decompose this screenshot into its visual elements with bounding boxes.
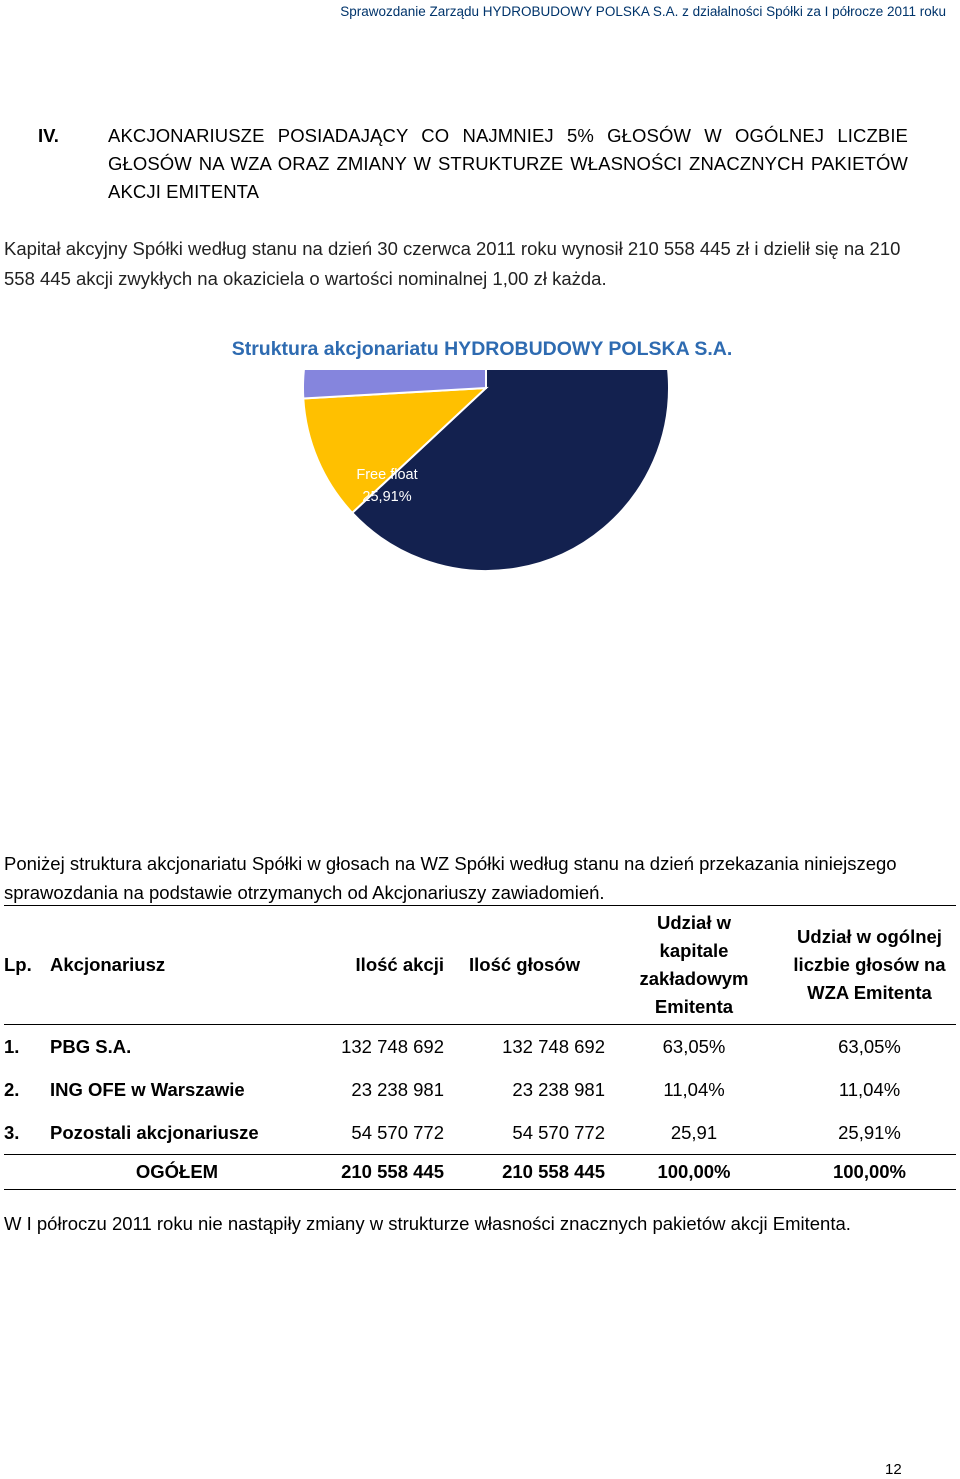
shareholder-pie-chart: PBG 63,05% ING OFE 11,04% Free float 25,91% (302, 370, 670, 634)
row-lp: 2. (4, 1078, 20, 1100)
chart-title-text: Struktura akcjonariatu HYDROBUDOWY POLSK… (231, 338, 733, 360)
total-vote-share: 100,00% (783, 1154, 956, 1190)
intro-paragraph: Kapitał akcyjny Spółki według stanu na d… (4, 238, 901, 289)
running-header: Sprawozdanie Zarządu HYDROBUDOWY POLSKA … (0, 0, 960, 19)
header-capital-share: Udział w kapitale zakładowym Emitenta (605, 905, 783, 1025)
pie-label-name: ING OFE (337, 596, 397, 612)
row-shares: 54 570 772 (351, 1121, 444, 1143)
pie-label-value: 63,05% (555, 592, 604, 608)
header-vote-line-1: Udział w ogólnej (797, 926, 942, 947)
header-capital-line-4: Emitenta (654, 996, 734, 1017)
row-vote-share: 11,04% (838, 1078, 901, 1100)
row-shareholder: Pozostali akcjonariusze (50, 1121, 259, 1143)
header-capital-line-1: Udział w (656, 912, 731, 933)
pie-slice-pbg (350, 370, 670, 572)
header-capital-line-3: zakładowym (639, 968, 749, 989)
row-votes: 132 748 692 (502, 1035, 605, 1057)
table-row: 1. PBG S.A. 132 748 692 132 748 692 63,0… (4, 1025, 956, 1069)
pie-slice-free-float (302, 370, 487, 400)
row-vote-share: 63,05% (838, 1035, 901, 1057)
row-shares: 132 748 692 (341, 1035, 444, 1057)
pie-label-name: Free float (356, 467, 417, 483)
row-capital-share: 11,04% (663, 1078, 725, 1100)
header-votes-text: Ilość głosów (468, 954, 581, 975)
row-lp: 3. (4, 1121, 20, 1143)
row-lp: 1. (4, 1035, 20, 1057)
row-vote-share: 25,91% (838, 1121, 901, 1143)
section-title: AKCJONARIUSZE POSIADAJĄCY CO NAJMNIEJ 5%… (108, 125, 908, 202)
header-shares-text: Ilość akcji (355, 954, 444, 975)
header-votes: Ilość głosów (444, 905, 605, 1025)
header-capital-line-2: kapitale (659, 940, 729, 961)
total-shares: 210 558 445 (290, 1154, 444, 1190)
structure-paragraph: Poniżej struktura akcjonariatu Spółki w … (4, 853, 897, 903)
row-capital-share: 63,05% (662, 1035, 726, 1057)
section-number: IV. (38, 125, 59, 146)
header-shares: Ilość akcji (290, 905, 444, 1025)
page-number: 12 (885, 1461, 902, 1478)
row-shareholder: ING OFE w Warszawie (50, 1078, 245, 1100)
table-row: 2. ING OFE w Warszawie 23 238 981 23 238… (4, 1068, 956, 1111)
header-shareholder: Akcjonariusz (50, 905, 290, 1025)
row-votes: 54 570 772 (512, 1121, 605, 1143)
header-vote-line-2: liczbie głosów na (793, 954, 946, 975)
pie-label-name: PBG (565, 570, 596, 586)
header-vote-line-3: WZA Emitenta (807, 982, 932, 1003)
closing-paragraph: W I półroczu 2011 roku nie nastąpiły zmi… (4, 1213, 851, 1234)
total-label: OGÓŁEM (4, 1154, 290, 1190)
header-lp: Lp. (4, 905, 50, 1025)
total-votes: 210 558 445 (444, 1154, 605, 1190)
pie-label-value: 11,04% (343, 618, 391, 634)
shareholders-table: Lp. Akcjonariusz Ilość akcji Ilość głosó… (4, 905, 956, 1190)
table-header-row: Lp. Akcjonariusz Ilość akcji Ilość głosó… (4, 905, 956, 1025)
row-votes: 23 238 981 (512, 1078, 605, 1100)
pie-slice-ing-ofe (302, 386, 489, 515)
table-total-row: OGÓŁEM 210 558 445 210 558 445 100,00% 1… (4, 1154, 956, 1190)
header-vote-share: Udział w ogólnej liczbie głosów na WZA E… (783, 905, 956, 1025)
total-capital-share: 100,00% (605, 1154, 783, 1190)
table-row: 3. Pozostali akcjonariusze 54 570 772 54… (4, 1111, 956, 1155)
running-header-text: Sprawozdanie Zarządu HYDROBUDOWY POLSKA … (340, 4, 946, 19)
row-shareholder: PBG S.A. (50, 1035, 132, 1057)
row-capital-share: 25,91 (670, 1121, 718, 1143)
row-shares: 23 238 981 (351, 1078, 444, 1100)
chart-title: Struktura akcjonariatu HYDROBUDOWY POLSK… (0, 338, 960, 361)
pie-label-value: 25,91% (362, 489, 411, 505)
